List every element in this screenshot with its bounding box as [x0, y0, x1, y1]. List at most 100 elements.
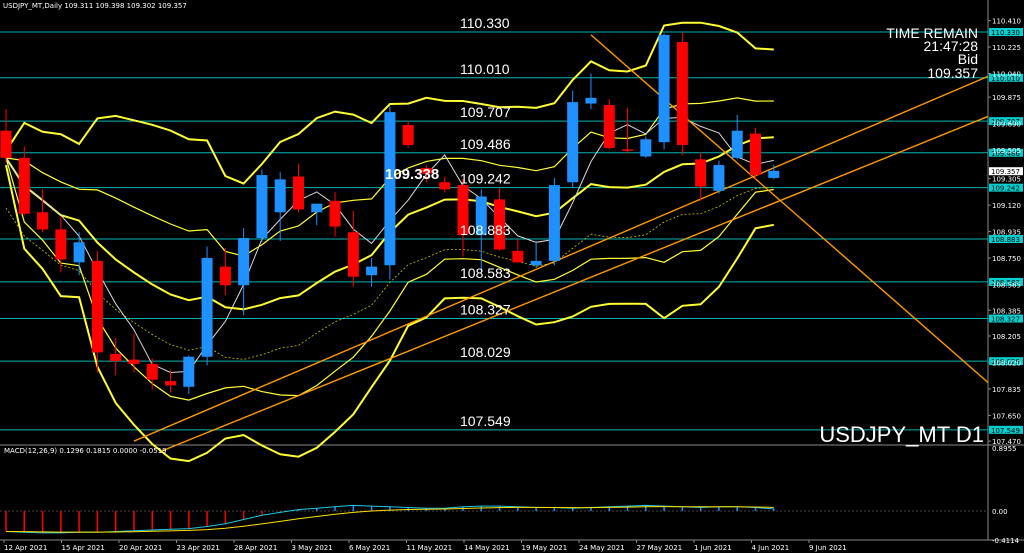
level-tag: 109.707 — [991, 118, 1020, 126]
candle-body — [768, 170, 780, 178]
candle-body — [622, 149, 634, 151]
level-tag-bg — [989, 357, 1023, 366]
level-tag: 107.549 — [991, 427, 1020, 435]
time-tick-label: 24 May 2021 — [579, 544, 625, 552]
level-tag: 108.883 — [991, 236, 1020, 244]
candle-body — [731, 130, 743, 158]
time-remain-value: 21:47:28 — [924, 38, 979, 54]
price-axis: 110.330 110.010 109.707 109.486 109.242 108.8… — [988, 18, 1023, 446]
time-tick-label: 9 Jun 2021 — [809, 544, 847, 552]
time-tick-label: 14 May 2021 — [464, 544, 510, 552]
candle-body — [366, 266, 378, 276]
bollinger-lower — [5, 164, 774, 463]
trendline-up-1 — [133, 75, 989, 442]
candle-body — [439, 182, 451, 190]
grid-layer — [0, 0, 1024, 541]
candle-body — [256, 175, 268, 239]
price-tick-label: 108.935 — [992, 229, 1021, 237]
level-tag-bg — [989, 425, 1023, 434]
time-remain-label: TIME REMAIN — [886, 25, 978, 41]
level-tag: 110.010 — [991, 75, 1020, 83]
level-label: 110.010 — [460, 61, 510, 77]
bid-label: Bid — [958, 51, 978, 67]
candle-body — [494, 199, 506, 250]
price-tick-label: 110.410 — [992, 18, 1021, 26]
level-tag: 110.330 — [991, 29, 1020, 37]
candle-body — [18, 157, 30, 214]
level-tag-bg — [989, 314, 1023, 323]
candle-body — [201, 258, 213, 357]
time-tick-label: 12 Apr 2021 — [4, 544, 47, 552]
ichimoku-span — [5, 186, 774, 360]
candle-body — [457, 185, 469, 236]
level-label: 108.029 — [460, 344, 511, 360]
candle-body — [640, 139, 652, 157]
candle-body — [713, 165, 725, 191]
candle-body — [530, 260, 542, 266]
price-tick-label: 108.385 — [992, 307, 1021, 315]
candle-body — [146, 363, 158, 380]
candle-body — [384, 112, 396, 266]
level-label: 108.583 — [460, 265, 511, 281]
time-tick-label: 1 Jun 2021 — [694, 544, 732, 552]
level-labels-layer: 110.330 110.010 109.707 109.486 109.242 108.8… — [460, 15, 511, 429]
candle-body — [658, 34, 670, 143]
symbol-info: USDJPY_MT,Daily 109.311 109.398 109.302 … — [3, 2, 187, 10]
price-tick-label: 110.040 — [992, 71, 1021, 79]
candle-body — [512, 250, 524, 263]
candle-body — [548, 185, 560, 261]
candle-body — [73, 242, 85, 263]
candle-body — [165, 381, 177, 386]
price-tick-label: 108.750 — [992, 255, 1021, 263]
time-tick-label: 20 Apr 2021 — [119, 544, 162, 552]
candle-body — [695, 159, 707, 187]
symbol-watermark: USDJPY_MT D1 — [819, 422, 984, 447]
candle-body — [603, 104, 615, 148]
level-label: 110.330 — [460, 15, 510, 31]
time-tick-label: 28 Apr 2021 — [234, 544, 277, 552]
price-tick-label: 107.470 — [992, 438, 1021, 446]
bid-value: 109.357 — [927, 65, 978, 81]
current-price-tag: 109.357 — [991, 168, 1020, 176]
time-tick-label: 15 Apr 2021 — [62, 544, 105, 552]
candle-body — [420, 167, 432, 174]
level-tag: 109.486 — [991, 150, 1020, 158]
candle-body — [311, 203, 323, 213]
level-tag: 109.242 — [991, 185, 1020, 193]
trendline-up-2 — [161, 115, 989, 452]
macd-tick-label: 0.00 — [992, 508, 1008, 516]
level-tag-bg — [989, 148, 1023, 157]
level-label: 107.549 — [460, 413, 511, 429]
macd-signal-line — [5, 506, 774, 533]
candle-body — [402, 125, 414, 146]
candle-body — [0, 130, 12, 158]
level-tag-bg — [989, 235, 1023, 244]
level-label: 109.242 — [460, 171, 511, 187]
level-label: 108.883 — [460, 222, 511, 238]
macd-info: MACD(12,26,9) 0.1296 0.1815 0.0000 -0.05… — [4, 447, 167, 455]
candle-body — [219, 266, 231, 286]
price-tick-label: 109.120 — [992, 202, 1021, 210]
candle-body — [183, 356, 195, 387]
price-tick-label: 108.205 — [992, 333, 1021, 341]
price-tick-label: 107.650 — [992, 412, 1021, 420]
level-tag: 108.583 — [991, 279, 1020, 287]
time-tick-label: 11 May 2021 — [407, 544, 453, 552]
candle-body — [567, 102, 579, 183]
candle-body — [110, 353, 122, 362]
price-tick-label: 108.565 — [992, 282, 1021, 290]
price-tick-label: 109.305 — [992, 176, 1021, 184]
candle-body — [749, 133, 761, 176]
time-tick-label: 23 Apr 2021 — [177, 544, 220, 552]
candle-body — [91, 260, 103, 353]
trendline-down — [590, 34, 989, 384]
price-tick-label: 108.020 — [992, 359, 1021, 367]
macd-tick-label: -0.4114 — [992, 537, 1020, 545]
candle-body — [329, 200, 341, 227]
macd-main-line — [5, 504, 774, 534]
candle-body — [347, 232, 359, 277]
price-tick-label: 109.690 — [992, 121, 1021, 129]
candles-layer — [0, 32, 780, 394]
level-tag: 108.029 — [991, 358, 1020, 366]
